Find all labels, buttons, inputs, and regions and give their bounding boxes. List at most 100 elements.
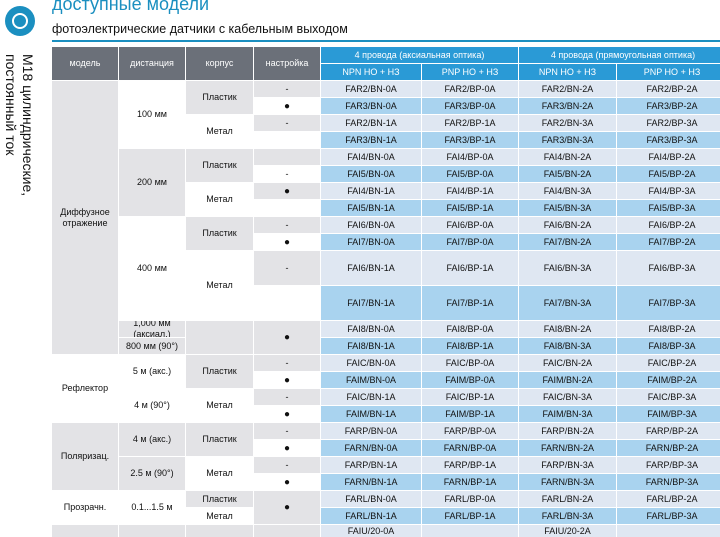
model-code-cell: FAI5/BN-2A — [519, 166, 616, 182]
model-code-cell: FAR2/BP-1A — [422, 115, 518, 131]
model-code-cell: FAIC/BP-3A — [617, 389, 720, 405]
model-code-cell: FARP/BP-3A — [617, 457, 720, 473]
sidebar-title: M18 цилиндрические, постоянный ток — [3, 54, 36, 197]
housing-plastic: Пластик — [186, 423, 253, 456]
model-code-cell: FARN/BP-2A — [617, 440, 720, 456]
housing-metal: Метал — [186, 508, 253, 524]
model-code-cell: FAR3/BP-3A — [617, 132, 720, 148]
model-code-cell: FAIM/BN-1A — [321, 406, 421, 422]
model-code-cell: FAIM/BN-2A — [519, 372, 616, 388]
housing-plastic: Пластик — [186, 491, 253, 507]
model-code-cell: FAI8/BP-3A — [617, 338, 720, 354]
model-code-cell: FAI5/BP-0A — [422, 166, 518, 182]
model-code-cell: FAIC/BN-1A — [321, 389, 421, 405]
setting-adjustable: ● — [254, 491, 320, 524]
model-code-cell: FARL/BN-1A — [321, 508, 421, 524]
model-code-cell: FAIM/BP-3A — [617, 406, 720, 422]
model-code-cell: FAI4/BP-1A — [422, 183, 518, 199]
logo-circle-icon — [5, 6, 35, 36]
model-code-cell: FAI4/BP-0A — [422, 149, 518, 165]
distance-4m-90: 4 м (90°) — [119, 389, 185, 422]
setting-blank — [254, 149, 320, 165]
setting-adjustable: ● — [254, 321, 320, 354]
model-code-cell: FARN/BN-3A — [519, 474, 616, 490]
model-code-cell: FAI4/BN-2A — [519, 149, 616, 165]
model-code-cell: FARP/BN-1A — [321, 457, 421, 473]
model-code-cell: FAI6/BP-1A — [422, 251, 518, 285]
model-code-cell: FAR3/BN-1A — [321, 132, 421, 148]
housing-metal: Метал — [186, 389, 253, 422]
model-code-cell: FAI8/BP-2A — [617, 321, 720, 337]
header-group-axial: 4 провода (аксиальная оптика) — [321, 47, 518, 63]
setting-adjustable: ● — [254, 372, 320, 388]
model-code-cell — [617, 525, 720, 537]
housing-metal: Метал — [186, 115, 253, 148]
model-code-cell: FARP/BN-3A — [519, 457, 616, 473]
model-code-cell: FAI4/BP-2A — [617, 149, 720, 165]
group-extra — [52, 525, 118, 537]
model-code-cell: FARP/BP-1A — [422, 457, 518, 473]
group-reflector: Рефлектор — [52, 355, 118, 422]
distance-1000: 1,000 мм (аксиал.) — [119, 321, 185, 337]
distance-extra — [119, 525, 185, 537]
distance-4m-axial: 4 м (акс.) — [119, 423, 185, 456]
group-diffuse: Диффузное отражение — [52, 81, 118, 354]
setting-none: - — [254, 217, 320, 233]
model-code-cell: FAR2/BP-2A — [617, 81, 720, 97]
model-code-cell: FARL/BP-1A — [422, 508, 518, 524]
model-code-cell: FAI7/BP-3A — [617, 286, 720, 320]
model-code-cell: FAI8/BN-1A — [321, 338, 421, 354]
model-code-cell: FARL/BN-2A — [519, 491, 616, 507]
group-polarized: Поляризац. — [52, 423, 118, 490]
model-code-cell: FARN/BP-0A — [422, 440, 518, 456]
model-code-cell: FARN/BN-0A — [321, 440, 421, 456]
group-transparent: Прозрачн. — [52, 491, 118, 524]
header-npn-axial: NPN НО + НЗ — [321, 64, 421, 80]
setting-none: - — [254, 355, 320, 371]
housing-metal: Метал — [186, 457, 253, 490]
model-code-cell: FAI6/BP-3A — [617, 251, 720, 285]
housing-plastic: Пластик — [186, 217, 253, 250]
model-code-cell: FARP/BP-2A — [617, 423, 720, 439]
setting-none: - — [254, 457, 320, 473]
model-code-cell: FAI4/BP-3A — [617, 183, 720, 199]
model-code-cell: FARP/BN-0A — [321, 423, 421, 439]
model-code-cell: FAR3/BP-0A — [422, 98, 518, 114]
model-code-cell: FAI5/BP-3A — [617, 200, 720, 216]
setting-none: - — [254, 423, 320, 439]
model-code-cell: FAR2/BN-0A — [321, 81, 421, 97]
header-group-right: 4 провода (прямоугольная оптика) — [519, 47, 720, 63]
model-code-cell: FAIC/BP-1A — [422, 389, 518, 405]
model-code-cell: FAIM/BN-3A — [519, 406, 616, 422]
model-code-cell: FAI5/BN-3A — [519, 200, 616, 216]
model-code-cell: FARL/BP-3A — [617, 508, 720, 524]
housing-metal: Метал — [186, 183, 253, 216]
model-code-cell: FAI5/BN-0A — [321, 166, 421, 182]
model-code-cell: FARP/BP-0A — [422, 423, 518, 439]
model-code-cell: FAR2/BN-1A — [321, 115, 421, 131]
model-code-cell: FARL/BN-0A — [321, 491, 421, 507]
housing-extra — [186, 525, 253, 537]
header-setting: настройка — [254, 47, 320, 80]
housing-metal: Метал — [186, 251, 253, 320]
header-housing: корпус — [186, 47, 253, 80]
model-code-cell — [422, 525, 518, 537]
distance-2-5m: 2.5 м (90°) — [119, 457, 185, 490]
setting-blank — [254, 132, 320, 148]
model-code-cell: FAIU/20-2A — [519, 525, 616, 537]
model-code-cell: FAI7/BN-0A — [321, 234, 421, 250]
model-code-cell: FARN/BP-1A — [422, 474, 518, 490]
sidebar: M18 цилиндрические, постоянный ток — [0, 0, 40, 515]
setting-none: - — [254, 251, 320, 285]
model-code-cell: FAI6/BN-2A — [519, 217, 616, 233]
setting-none: - — [254, 81, 320, 97]
model-code-cell: FAIC/BP-0A — [422, 355, 518, 371]
model-code-cell: FARP/BN-2A — [519, 423, 616, 439]
model-code-cell: FAR3/BN-0A — [321, 98, 421, 114]
model-code-cell: FAI8/BN-3A — [519, 338, 616, 354]
housing-blank — [186, 321, 253, 354]
distance-200: 200 мм — [119, 149, 185, 216]
model-code-cell: FAI6/BN-0A — [321, 217, 421, 233]
model-code-cell: FARN/BN-2A — [519, 440, 616, 456]
model-code-cell: FAI4/BN-3A — [519, 183, 616, 199]
